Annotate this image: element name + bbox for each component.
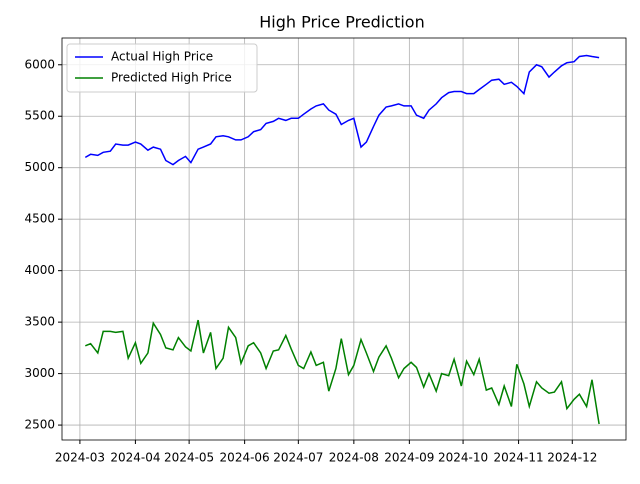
x-tick-label: 2024-04 <box>110 451 160 465</box>
legend-label: Predicted High Price <box>111 71 232 85</box>
y-tick-label: 5500 <box>24 109 55 123</box>
x-tick-label: 2024-11 <box>494 451 544 465</box>
y-tick-label: 4500 <box>24 212 55 226</box>
y-tick-label: 6000 <box>24 57 55 71</box>
plot-frame <box>61 37 627 441</box>
series-line <box>85 319 600 425</box>
x-tick-label: 2024-06 <box>220 451 270 465</box>
x-tick-label: 2024-03 <box>55 451 105 465</box>
chart-title: High Price Prediction <box>259 13 424 32</box>
x-tick-label: 2024-05 <box>164 451 214 465</box>
x-tick-label: 2024-09 <box>384 451 434 465</box>
legend-box <box>66 43 258 93</box>
y-tick-label: 3500 <box>24 315 55 329</box>
x-tick-label: 2024-10 <box>438 451 488 465</box>
x-tick-label: 2024-07 <box>273 451 323 465</box>
x-tick-label: 2024-12 <box>547 451 597 465</box>
y-tick-label: 3000 <box>24 366 55 380</box>
legend-label: Actual High Price <box>111 50 213 64</box>
y-tick-label: 4000 <box>24 263 55 277</box>
y-tick-label: 2500 <box>24 418 55 432</box>
x-tick-label: 2024-08 <box>329 451 379 465</box>
series-line <box>84 54 600 166</box>
y-tick-label: 5000 <box>24 160 55 174</box>
